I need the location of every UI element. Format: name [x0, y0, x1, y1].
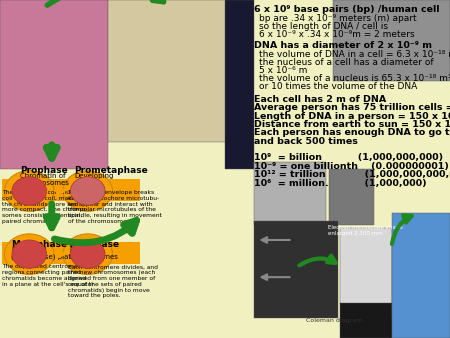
Bar	[340, 228, 392, 304]
Text: Average person has 75 trillion cells = 75 x 10¹²: Average person has 75 trillion cells = 7…	[254, 103, 450, 112]
Text: Prophase: Prophase	[20, 166, 68, 175]
Ellipse shape	[4, 171, 54, 211]
Ellipse shape	[4, 234, 54, 274]
Text: Each centromere divides, and
the new chromosomes (each
derived from one member o: Each centromere divides, and the new chr…	[68, 264, 158, 298]
Text: 10¹² = trillion            (1,000,000,000,000): 10¹² = trillion (1,000,000,000,000)	[254, 170, 450, 179]
Text: the volume of DNA in a cell = 6.3 x 10⁻¹⁸ m³: the volume of DNA in a cell = 6.3 x 10⁻¹…	[259, 50, 450, 59]
Text: DNA has a diameter of 2 x 10⁻⁹ m: DNA has a diameter of 2 x 10⁻⁹ m	[254, 41, 432, 50]
Bar	[225, 0, 254, 169]
Bar	[392, 237, 450, 318]
Bar	[340, 303, 392, 338]
Text: or 10 times the volume of the DNA: or 10 times the volume of the DNA	[259, 82, 417, 92]
Text: so the length of DNA / cell is: so the length of DNA / cell is	[259, 22, 388, 31]
Bar	[392, 213, 450, 338]
FancyArrowPatch shape	[54, 220, 136, 243]
Text: 6 x 10⁻⁹ x .34 x 10⁻⁹m = 2 meters: 6 x 10⁻⁹ x .34 x 10⁻⁹m = 2 meters	[259, 30, 414, 40]
Text: Each person has enough DNA to go to the sun: Each person has enough DNA to go to the …	[254, 128, 450, 138]
Text: bp are .34 x 10⁻⁹ meters (m) apart: bp are .34 x 10⁻⁹ meters (m) apart	[259, 14, 416, 23]
Text: Developing
spindle
Aster: Developing spindle Aster	[74, 173, 113, 193]
Bar	[254, 221, 338, 318]
Text: Length of DNA in a person = 150 x 10¹² m: Length of DNA in a person = 150 x 10¹² m	[254, 112, 450, 121]
Ellipse shape	[70, 240, 105, 268]
Text: 6 x 10⁹ base pairs (bp) /human cell: 6 x 10⁹ base pairs (bp) /human cell	[254, 5, 440, 14]
Text: Equatorial
(metaphase) plate: Equatorial (metaphase) plate	[11, 247, 76, 260]
Bar	[2, 179, 140, 201]
Ellipse shape	[63, 171, 112, 211]
Text: the volume of a nucleus is 65.3 x 10⁻¹⁸ m³: the volume of a nucleus is 65.3 x 10⁻¹⁸ …	[259, 74, 450, 83]
Text: 10⁶  = million.           (1,000,000): 10⁶ = million. (1,000,000)	[254, 179, 427, 188]
Text: Electron microscope image
enlarged 2,300 mm: Electron microscope image enlarged 2,300…	[328, 225, 402, 236]
Text: The chromatin continues to
coil and supercoil, making
the chromatids more and
mo: The chromatin continues to coil and supe…	[2, 190, 88, 224]
Text: and back 500 times: and back 500 times	[254, 137, 358, 146]
Text: Chromatin of
chromosomes: Chromatin of chromosomes	[20, 173, 69, 186]
Bar	[2, 242, 140, 264]
Text: 10⁻⁹ = one billionth    (0.000000001): 10⁻⁹ = one billionth (0.000000001)	[254, 162, 449, 171]
Ellipse shape	[63, 234, 112, 274]
Ellipse shape	[70, 177, 105, 205]
Bar	[108, 0, 230, 142]
Text: Coleman diagram: Coleman diagram	[306, 318, 362, 323]
Text: Distance from earth to sun = 150 x 10⁹ m: Distance from earth to sun = 150 x 10⁹ m	[254, 120, 450, 129]
FancyArrowPatch shape	[392, 215, 412, 244]
Bar	[333, 0, 450, 81]
Text: The nuclear envelope breaks
down. Kinetochore microtubu-
les appear and interact: The nuclear envelope breaks down. Kineto…	[68, 190, 162, 224]
Bar	[0, 0, 108, 169]
Text: Daughter
chromosomes: Daughter chromosomes	[70, 247, 119, 260]
Text: Each cell has 2 m of DNA: Each cell has 2 m of DNA	[254, 95, 387, 104]
Bar	[254, 162, 326, 225]
FancyArrowPatch shape	[47, 0, 163, 5]
Text: Anaphase: Anaphase	[70, 240, 120, 249]
Text: Metaphase: Metaphase	[11, 240, 68, 249]
FancyArrowPatch shape	[299, 256, 336, 265]
Text: The duplicated centromere
regions connecting paired
chromatids become aligned
in: The duplicated centromere regions connec…	[2, 264, 94, 287]
Text: the nucleus of a cell has a diameter of: the nucleus of a cell has a diameter of	[259, 58, 433, 67]
Ellipse shape	[12, 177, 47, 205]
Text: 10⁹  = billion           (1,000,000,000): 10⁹ = billion (1,000,000,000)	[254, 153, 443, 162]
Text: Prometaphase: Prometaphase	[74, 166, 148, 175]
Ellipse shape	[12, 240, 47, 268]
Bar	[328, 169, 374, 225]
Text: 5 x 10⁻⁶ m: 5 x 10⁻⁶ m	[259, 66, 307, 75]
